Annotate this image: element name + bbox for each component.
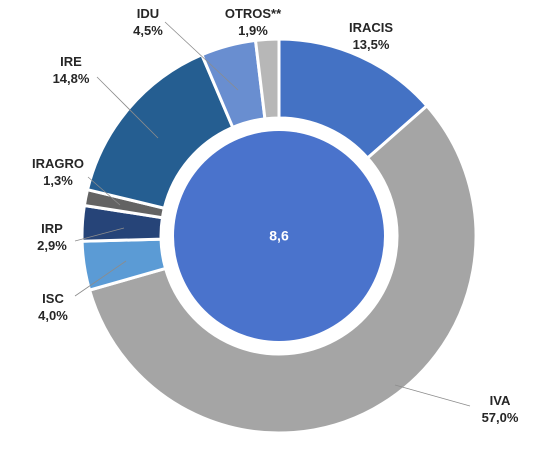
slice-name-label: IRP	[41, 221, 63, 236]
slice-iva	[87, 103, 478, 435]
leader-lines-group	[74, 21, 471, 407]
slice-name-label: OTROS**	[225, 6, 282, 21]
leader-line-iragro	[87, 176, 121, 206]
leader-line-irp	[74, 227, 125, 242]
labels-group: IRACIS 13,5% IVA 57,0% ISC 4,0% IRP 2,9% IRAGRO 1…	[32, 6, 519, 425]
slice-value-label: 4,0%	[38, 308, 68, 323]
slice-otros	[253, 37, 281, 121]
slice-value-label: 2,9%	[37, 238, 67, 253]
leader-line-idu	[164, 21, 239, 91]
slice-value-label: 1,9%	[238, 23, 268, 38]
slice-name-label: ISC	[42, 291, 64, 306]
leader-line-isc	[74, 260, 127, 297]
slice-name-label: IVA	[490, 393, 511, 408]
slices-group	[80, 37, 478, 435]
slice-value-label: 57,0%	[482, 410, 519, 425]
leader-line-ire	[96, 76, 159, 139]
slice-name-label: IRACIS	[349, 20, 393, 35]
slice-value-label: 13,5%	[353, 37, 390, 52]
slice-name-label: IRE	[60, 54, 82, 69]
leader-line-iva	[394, 384, 471, 407]
slice-name-label: IDU	[137, 6, 159, 21]
slice-name-label: IRAGRO	[32, 156, 84, 171]
slice-value-label: 14,8%	[53, 71, 90, 86]
slice-value-label: 1,3%	[43, 173, 73, 188]
center-value-label: 8,6	[269, 228, 289, 244]
slice-value-label: 4,5%	[133, 23, 163, 38]
center-disc	[174, 131, 384, 341]
